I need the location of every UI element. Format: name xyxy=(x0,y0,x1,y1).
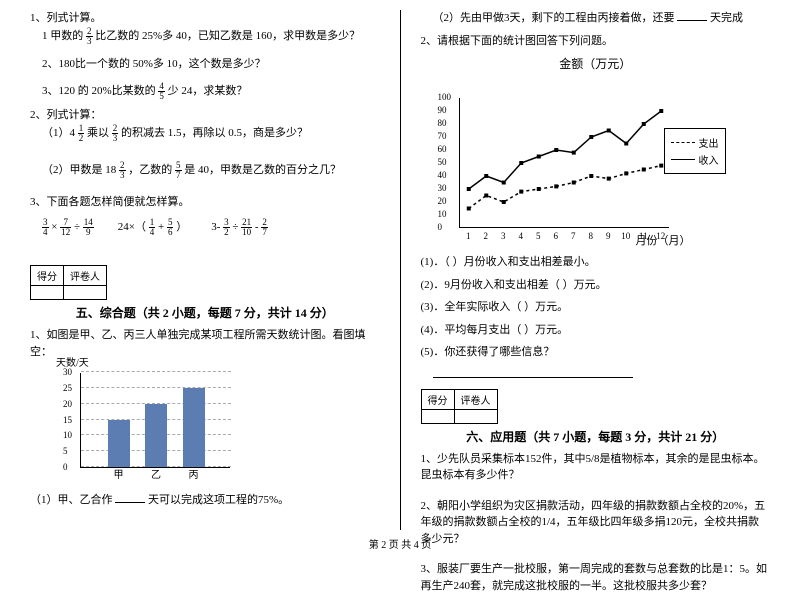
expr1: 34 × 712 ÷ 149 xyxy=(42,218,94,237)
q2-num: 2、列式计算： xyxy=(30,107,380,124)
q2a: （1）4 12 乘以 23 的积减去 1.5，再除以 0.5，商是多少？ xyxy=(30,124,380,143)
r-s2: (2)．9月份收入和支出相差（ ）万元。 xyxy=(421,277,771,294)
q3-exprs: 34 × 712 ÷ 149 24×（ 14 + 56 ） 3- 32 ÷ xyxy=(30,218,380,237)
s6q3: 3、服装厂要生产一批校服，第一周完成的套数与总套数的比是1：5。如再生产240套… xyxy=(421,561,771,594)
sec5-sub1: （1）甲、乙合作 天可以完成这项工程的75%。 xyxy=(30,492,380,509)
left-column: 1、列式计算。 1 甲数的 23 比乙数的 25%多 40，已知乙数是 160，… xyxy=(30,10,380,530)
q1a: 1 甲数的 23 比乙数的 25%多 40，已知乙数是 160，求甲数是多少？ xyxy=(30,27,380,46)
s6q1: 1、少先队员采集标本152件，其中5/8是植物标本，其余的是昆虫标本。昆虫标本有… xyxy=(421,451,771,484)
r-s4: (4)．平均每月支出（ ）万元。 xyxy=(421,322,771,339)
xlabel: 月份（月） xyxy=(636,232,691,248)
blank xyxy=(115,492,145,503)
score-table-left: 得分评卷人 xyxy=(30,265,107,300)
q3: 3、下面各题怎样简便就怎样算。 34 × 712 ÷ 149 24×（ 14 +… xyxy=(30,194,380,238)
q1c: 3、120 的 20%比某数的 45 少 24，求某数？ xyxy=(30,82,380,101)
line-chart: 0102030405060708090100123456789101112 支出… xyxy=(431,78,711,248)
section5-title: 五、综合题（共 2 小题，每题 7 分，共计 14 分） xyxy=(30,304,380,321)
legend: 支出 收入 xyxy=(664,128,726,174)
score-table-right: 得分评卷人 xyxy=(421,389,498,424)
q3-num: 3、下面各题怎样简便就怎样算。 xyxy=(30,194,380,211)
r-s5: (5)．你还获得了哪些信息？ xyxy=(421,344,771,361)
q1b: 2、180比一个数的 50%多 10，这个数是多少？ xyxy=(30,56,380,73)
q1: 1、列式计算。 1 甲数的 23 比乙数的 25%多 40，已知乙数是 160，… xyxy=(30,10,380,101)
section6-title: 六、应用题（共 7 小题，每题 3 分，共计 21 分） xyxy=(421,428,771,445)
bar-chart: 天数/天 051015202530甲乙丙 xyxy=(60,366,240,486)
q2: 2、列式计算： （1）4 12 乘以 23 的积减去 1.5，再除以 0.5，商… xyxy=(30,107,380,180)
r-s3: (3)．全年实际收入（ ）万元。 xyxy=(421,299,771,316)
right-column: （2）先由甲做3天，剩下的工程由丙接着做，还要 天完成 2、请根据下面的统计图回… xyxy=(421,10,771,530)
r-top2: 2、请根据下面的统计图回答下列问题。 xyxy=(421,33,771,50)
column-divider xyxy=(400,10,401,530)
q2b: （2）甲数是 18 23 ，乙数的 57 是 40，甲数是乙数的百分之几？ xyxy=(30,161,380,180)
expr2: 24×（ 14 + 56 ） xyxy=(118,218,187,237)
r-s1: (1)．（ ）月份收入和支出相差最小。 xyxy=(421,254,771,271)
expr3: 3- 32 ÷ 2110 - 27 xyxy=(211,218,268,237)
r-top1: （2）先由甲做3天，剩下的工程由丙接着做，还要 天完成 xyxy=(421,10,771,27)
q1-num: 1、列式计算。 xyxy=(30,10,380,27)
s6q2: 2、朝阳小学组织为灾区捐款活动，四年级的捐款数额占全校的20%，五年级的捐款数额… xyxy=(421,498,771,548)
line-chart-title: 金额（万元） xyxy=(421,55,771,72)
